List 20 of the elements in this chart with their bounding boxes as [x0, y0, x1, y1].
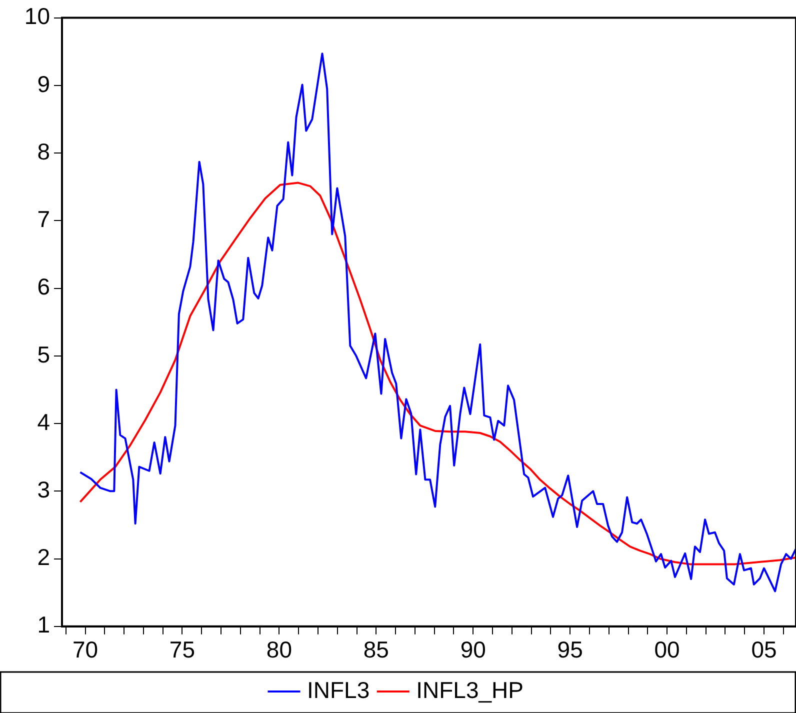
x-tick-label: 00 — [654, 636, 680, 663]
x-tick-label: 70 — [72, 636, 98, 663]
legend-label: INFL3 — [306, 676, 370, 703]
y-tick-label: 2 — [37, 544, 50, 570]
x-tick-label: 95 — [557, 636, 583, 663]
x-tick-label: 80 — [266, 636, 292, 663]
y-tick-label: 8 — [37, 138, 50, 164]
y-tick-label: 3 — [37, 476, 50, 502]
y-tick-label: 9 — [37, 70, 50, 97]
y-tick-label: 1 — [37, 612, 50, 638]
x-tick-label: 85 — [363, 636, 389, 663]
y-tick-label: 7 — [37, 206, 50, 232]
x-tick-label: 75 — [169, 636, 196, 663]
y-tick-label: 4 — [37, 408, 50, 435]
y-tick-label: 6 — [37, 274, 50, 300]
y-tick-label: 5 — [37, 341, 50, 368]
x-tick-label: 90 — [460, 636, 486, 663]
x-tick-label: 05 — [751, 636, 777, 663]
legend-label: INFL3_HP — [416, 676, 524, 703]
y-tick-label: 10 — [24, 3, 50, 30]
